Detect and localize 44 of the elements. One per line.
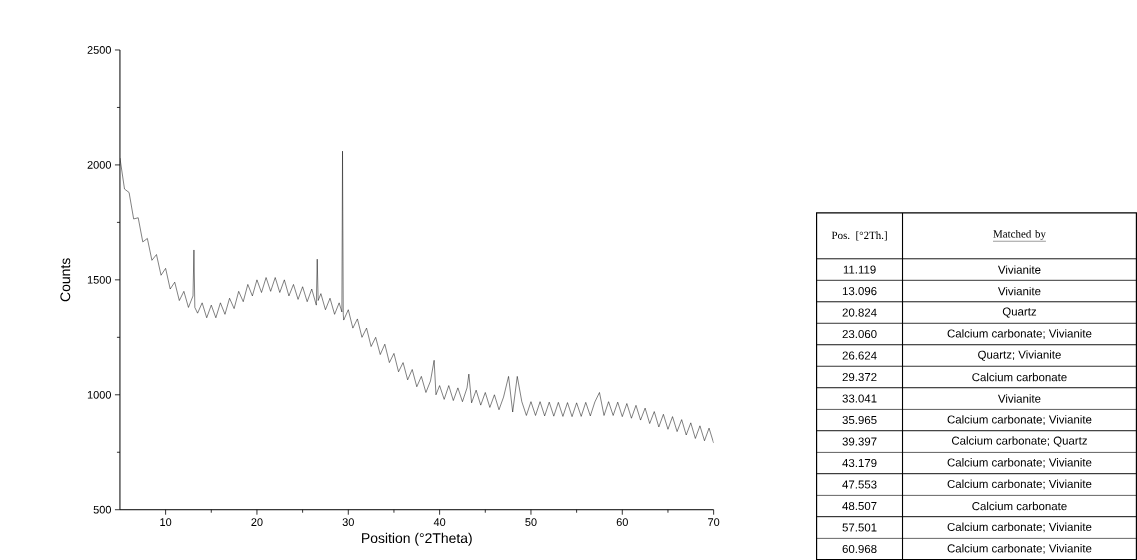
text: Calcium carbonate; Vivianite bbox=[947, 543, 1092, 554]
text: 35.965 bbox=[842, 415, 877, 424]
text: Calcium carbonate; Vivianite bbox=[947, 479, 1092, 490]
x-axis-title: Position (°2Theta) bbox=[362, 532, 472, 546]
text: Quartz bbox=[1002, 307, 1037, 318]
text: 29.372 bbox=[842, 372, 877, 381]
text: 39.397 bbox=[842, 437, 877, 446]
text: 11.119 bbox=[843, 265, 876, 274]
x-tick-label: 20 bbox=[251, 518, 263, 526]
text: 33.041 bbox=[842, 394, 877, 403]
text: Quartz; Vivianite bbox=[978, 350, 1061, 361]
text: 20.824 bbox=[842, 308, 877, 317]
text: Vivianite bbox=[997, 265, 1041, 274]
x-tick-label: 50 bbox=[525, 518, 537, 526]
text: Calcium carbonate bbox=[972, 501, 1067, 511]
y-tick-label: 1500 bbox=[87, 275, 111, 284]
text: Calcium carbonate; Vivianite bbox=[947, 522, 1092, 533]
text: Calcium carbonate; Quartz bbox=[951, 436, 1087, 447]
text: 57.501 bbox=[842, 523, 877, 532]
x-tick-label: 10 bbox=[160, 518, 172, 526]
x-tick-label: 40 bbox=[433, 518, 446, 526]
y-tick-label: 2500 bbox=[87, 45, 111, 54]
y-tick-label: 500 bbox=[93, 505, 111, 514]
y-tick-label: 2000 bbox=[87, 160, 111, 169]
text: Vivianite bbox=[997, 394, 1041, 403]
text: 60.968 bbox=[842, 544, 877, 553]
text: Calcium carbonate; Vivianite bbox=[947, 415, 1092, 425]
x-tick-label: 70 bbox=[708, 518, 720, 526]
y-axis-title: Counts bbox=[60, 258, 71, 302]
text: Pos. [°2Th.] bbox=[831, 231, 887, 241]
x-tick-label: 60 bbox=[616, 518, 628, 526]
y-tick-label: 1000 bbox=[87, 390, 111, 399]
x-tick-label: 30 bbox=[342, 518, 354, 526]
text: 26.624 bbox=[842, 351, 877, 360]
text: 47.553 bbox=[842, 480, 877, 489]
text: Calcium carbonate; Vivianite bbox=[947, 457, 1092, 468]
text: Matched by bbox=[993, 229, 1046, 240]
text: 13.096 bbox=[842, 286, 877, 295]
text: 23.060 bbox=[842, 329, 877, 338]
text: 43.179 bbox=[842, 458, 877, 467]
text: 48.507 bbox=[842, 501, 877, 510]
text: Calcium carbonate bbox=[972, 372, 1067, 382]
text: Vivianite bbox=[997, 286, 1041, 296]
text: Calcium carbonate; Vivianite bbox=[947, 329, 1092, 339]
